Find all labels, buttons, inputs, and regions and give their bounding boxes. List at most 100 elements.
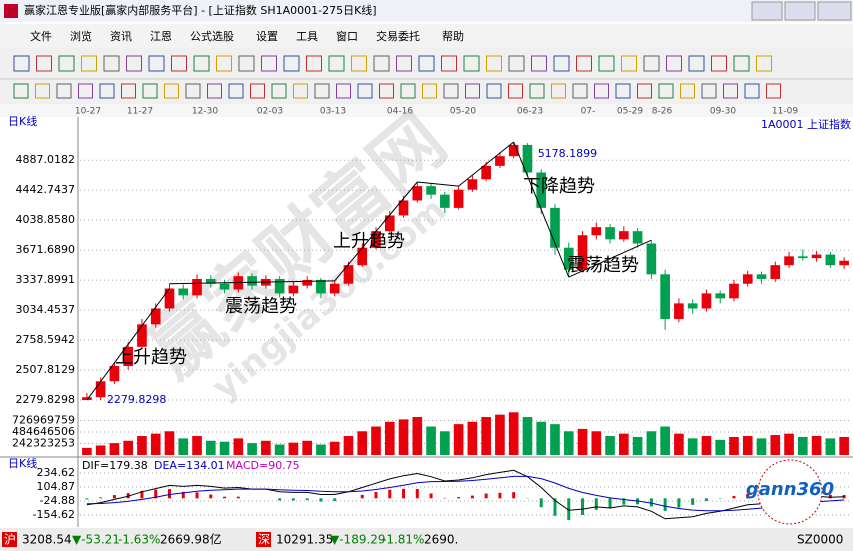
candle-body <box>797 256 808 259</box>
date-label: 09-30 <box>710 107 736 117</box>
volume-bar <box>811 436 822 455</box>
toolbar-button[interactable] <box>598 55 615 72</box>
toolbar-button[interactable] <box>357 83 373 99</box>
toolbar-button[interactable] <box>261 55 277 72</box>
menu-item[interactable]: 江恩 <box>150 30 172 43</box>
toolbar-button[interactable] <box>58 55 75 72</box>
menu-item[interactable]: 设置 <box>256 30 278 43</box>
toolbar-button[interactable] <box>396 55 412 72</box>
volume-bar <box>591 431 602 455</box>
toolbar-button[interactable] <box>99 83 115 99</box>
toolbar-button[interactable] <box>733 55 750 72</box>
macd-label: DEA=134.01 <box>154 459 225 472</box>
menu-item[interactable]: 工具 <box>296 30 318 43</box>
toolbar-button[interactable] <box>658 83 674 99</box>
toolbar-button[interactable] <box>594 83 609 99</box>
toolbar-button[interactable] <box>13 83 29 99</box>
minimize-button[interactable] <box>751 1 783 21</box>
toolbar-button[interactable] <box>637 83 652 99</box>
toolbar-button[interactable] <box>744 83 760 99</box>
toolbar-button[interactable] <box>314 83 330 99</box>
toolbar-button[interactable] <box>328 55 345 72</box>
toolbar-button[interactable] <box>36 55 52 72</box>
toolbar-button[interactable] <box>572 83 588 99</box>
toolbar-button[interactable] <box>418 55 435 72</box>
toolbar-button[interactable] <box>271 83 287 99</box>
toolbar-button[interactable] <box>465 83 480 99</box>
toolbar-button[interactable] <box>756 55 772 72</box>
volume-bar <box>233 438 244 455</box>
status-icon <box>256 532 271 547</box>
volume-tick-label: 242323253 <box>12 437 75 450</box>
toolbar-button[interactable] <box>56 83 72 99</box>
toolbar-button[interactable] <box>443 83 459 99</box>
toolbar-button[interactable] <box>142 83 158 99</box>
toolbar-button[interactable] <box>531 55 547 72</box>
volume-bar <box>82 447 92 455</box>
toolbar-button[interactable] <box>103 55 120 72</box>
toolbar-button[interactable] <box>373 55 390 72</box>
toolbar-button[interactable] <box>185 83 201 99</box>
toolbar-button[interactable] <box>666 55 682 72</box>
toolbar-button[interactable] <box>486 55 502 72</box>
toolbar-button[interactable] <box>207 83 222 99</box>
toolbar <box>0 48 853 104</box>
menu-item[interactable]: 交易委托 <box>376 29 420 43</box>
toolbar-button[interactable] <box>171 55 187 72</box>
date-label: 10-27 <box>75 107 101 117</box>
toolbar-button[interactable] <box>228 83 244 99</box>
toolbar-button[interactable] <box>621 55 637 72</box>
toolbar-button[interactable] <box>336 83 351 99</box>
toolbar-button[interactable] <box>78 83 93 99</box>
toolbar-button[interactable] <box>711 55 727 72</box>
toolbar-button[interactable] <box>766 83 781 99</box>
toolbar-button[interactable] <box>441 55 457 72</box>
toolbar-button[interactable] <box>379 83 394 99</box>
toolbar-button[interactable] <box>121 83 136 99</box>
toolbar-button[interactable] <box>293 83 308 99</box>
toolbar-button[interactable] <box>126 55 142 72</box>
menu-item[interactable]: 浏览 <box>70 29 92 43</box>
toolbar-button[interactable] <box>283 55 300 72</box>
toolbar-button[interactable] <box>164 83 179 99</box>
menu-item[interactable]: 公式选股 <box>190 30 234 43</box>
volume-bar <box>701 436 712 455</box>
candle-body <box>756 274 767 279</box>
toolbar-button[interactable] <box>643 55 660 72</box>
toolbar-button[interactable] <box>193 55 210 72</box>
toolbar-button[interactable] <box>723 83 738 99</box>
toolbar-button[interactable] <box>148 55 165 72</box>
toolbar-button[interactable] <box>680 83 695 99</box>
toolbar-button[interactable] <box>508 55 525 72</box>
toolbar-button[interactable] <box>81 55 97 72</box>
menu-item[interactable]: 窗口 <box>336 29 358 43</box>
toolbar-button[interactable] <box>463 55 480 72</box>
toolbar-button[interactable] <box>306 55 322 72</box>
menu-item[interactable]: 文件 <box>30 29 52 43</box>
toolbar-button[interactable] <box>238 55 255 72</box>
y-tick-label: 4038.8580 <box>16 213 76 226</box>
volume-bar <box>481 417 491 455</box>
toolbar-button[interactable] <box>422 83 437 99</box>
toolbar-button[interactable] <box>529 83 545 99</box>
toolbar-button[interactable] <box>216 55 232 72</box>
toolbar-button[interactable] <box>250 83 265 99</box>
toolbar-button[interactable] <box>615 83 631 99</box>
toolbar-button[interactable] <box>701 83 717 99</box>
toolbar-button[interactable] <box>553 55 570 72</box>
toolbar-button[interactable] <box>551 83 566 99</box>
menu-item[interactable]: 帮助 <box>442 29 464 43</box>
toolbar-button[interactable] <box>508 83 523 99</box>
menu-item[interactable]: 资讯 <box>110 30 132 43</box>
maximize-button[interactable] <box>784 1 816 21</box>
toolbar-button[interactable] <box>688 55 705 72</box>
toolbar-button[interactable] <box>400 83 416 99</box>
toolbar-button[interactable] <box>35 83 50 99</box>
candle-body <box>563 247 574 270</box>
candle-body <box>274 278 285 294</box>
toolbar-button[interactable] <box>351 55 367 72</box>
toolbar-button[interactable] <box>13 55 30 72</box>
toolbar-button[interactable] <box>576 55 592 72</box>
close-button[interactable] <box>817 1 852 21</box>
toolbar-button[interactable] <box>486 83 502 99</box>
